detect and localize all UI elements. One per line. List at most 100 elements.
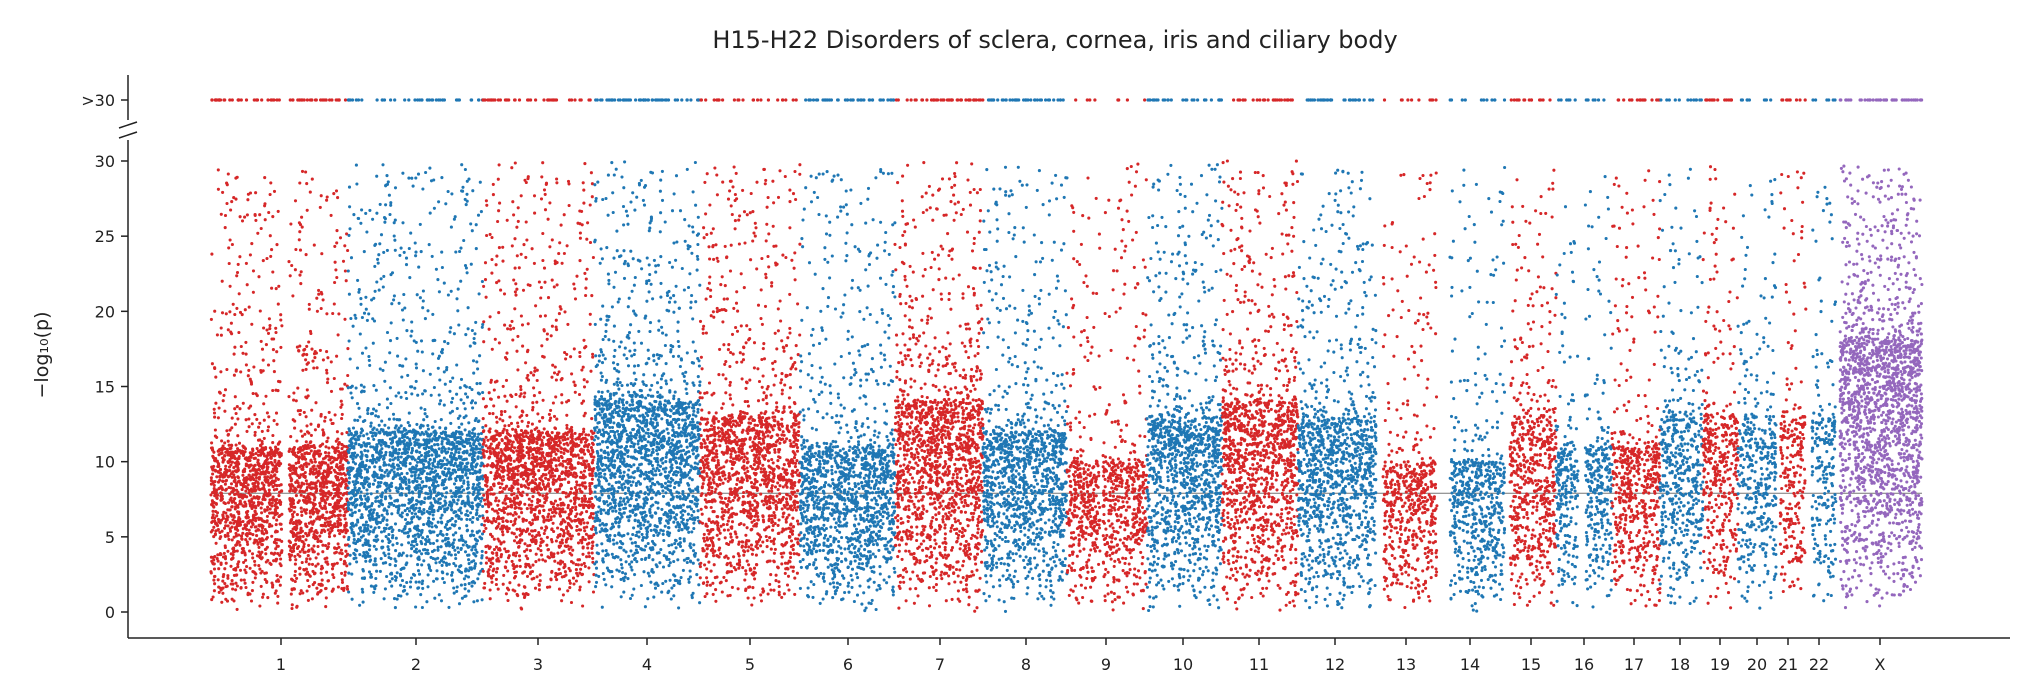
data-point [480, 487, 483, 490]
data-point [289, 274, 292, 277]
data-point [439, 497, 442, 500]
data-point [416, 525, 419, 528]
data-point [256, 554, 259, 557]
data-point [266, 519, 269, 522]
data-point [484, 503, 487, 506]
data-point [250, 599, 253, 602]
data-point [426, 424, 429, 427]
data-point [450, 226, 453, 229]
data-point [432, 580, 435, 583]
data-point [368, 570, 371, 573]
data-point [329, 481, 332, 484]
data-point [408, 528, 411, 531]
data-point [384, 587, 387, 590]
data-point [293, 506, 296, 509]
data-point [326, 436, 329, 439]
data-point [465, 266, 468, 269]
data-point [273, 552, 276, 555]
data-point [299, 249, 302, 252]
data-point [443, 404, 446, 407]
data-point [453, 482, 456, 485]
data-point [397, 439, 400, 442]
data-point [300, 270, 303, 273]
data-point [394, 457, 397, 460]
data-point [237, 516, 240, 519]
data-point [441, 570, 444, 573]
data-point [387, 548, 390, 551]
data-point [270, 248, 273, 251]
data-point [351, 396, 354, 399]
data-point [458, 456, 461, 459]
data-point [289, 546, 292, 549]
data-point [227, 440, 230, 443]
data-point [218, 391, 221, 394]
data-point [212, 506, 215, 509]
data-point [238, 495, 241, 498]
data-point [481, 550, 484, 553]
data-point [265, 461, 268, 464]
data-point [300, 527, 303, 530]
data-point [344, 550, 347, 553]
data-point [261, 430, 264, 433]
data-point [382, 509, 385, 512]
data-point [393, 294, 396, 297]
data-point [222, 399, 225, 402]
data-point [440, 418, 443, 421]
data-point [421, 606, 424, 609]
data-point [358, 553, 361, 556]
data-point [265, 459, 268, 462]
data-point [219, 494, 222, 497]
data-point [462, 539, 465, 542]
data-point [313, 496, 316, 499]
data-point [388, 418, 391, 421]
data-point [456, 585, 459, 588]
data-point [476, 505, 479, 508]
data-point [313, 482, 316, 485]
data-point [302, 535, 305, 538]
data-point [298, 238, 301, 241]
data-point [372, 438, 375, 441]
data-point [384, 554, 387, 557]
data-point [323, 420, 326, 423]
data-point [470, 466, 473, 469]
data-point [363, 250, 366, 253]
data-point [212, 513, 215, 516]
data-point [228, 474, 231, 477]
data-point [270, 448, 273, 451]
data-point [222, 515, 225, 518]
data-point [495, 578, 498, 581]
data-point [348, 205, 351, 208]
data-point [290, 264, 293, 267]
data-point [374, 500, 377, 503]
data-point [326, 195, 329, 198]
data-point [244, 308, 247, 311]
data-point [448, 390, 451, 393]
data-point [387, 552, 390, 555]
data-point [260, 340, 263, 343]
data-point [370, 585, 373, 588]
data-point [471, 189, 474, 192]
data-point [471, 229, 474, 232]
data-point [268, 491, 271, 494]
data-point [374, 414, 377, 417]
data-point [274, 484, 277, 487]
data-point [335, 241, 338, 244]
data-point [304, 471, 307, 474]
data-point [318, 590, 321, 593]
data-point [452, 545, 455, 548]
data-point [373, 476, 376, 479]
data-point [273, 460, 276, 463]
data-point [454, 495, 457, 498]
data-point [407, 541, 410, 544]
data-point [393, 597, 396, 600]
data-point [329, 523, 332, 526]
data-point [225, 518, 228, 521]
data-point [210, 476, 213, 479]
data-point [256, 232, 259, 235]
data-point [350, 256, 353, 259]
data-point [266, 481, 269, 484]
data-point [360, 502, 363, 505]
data-point [464, 587, 467, 590]
data-point [378, 505, 381, 508]
data-point [322, 298, 325, 301]
